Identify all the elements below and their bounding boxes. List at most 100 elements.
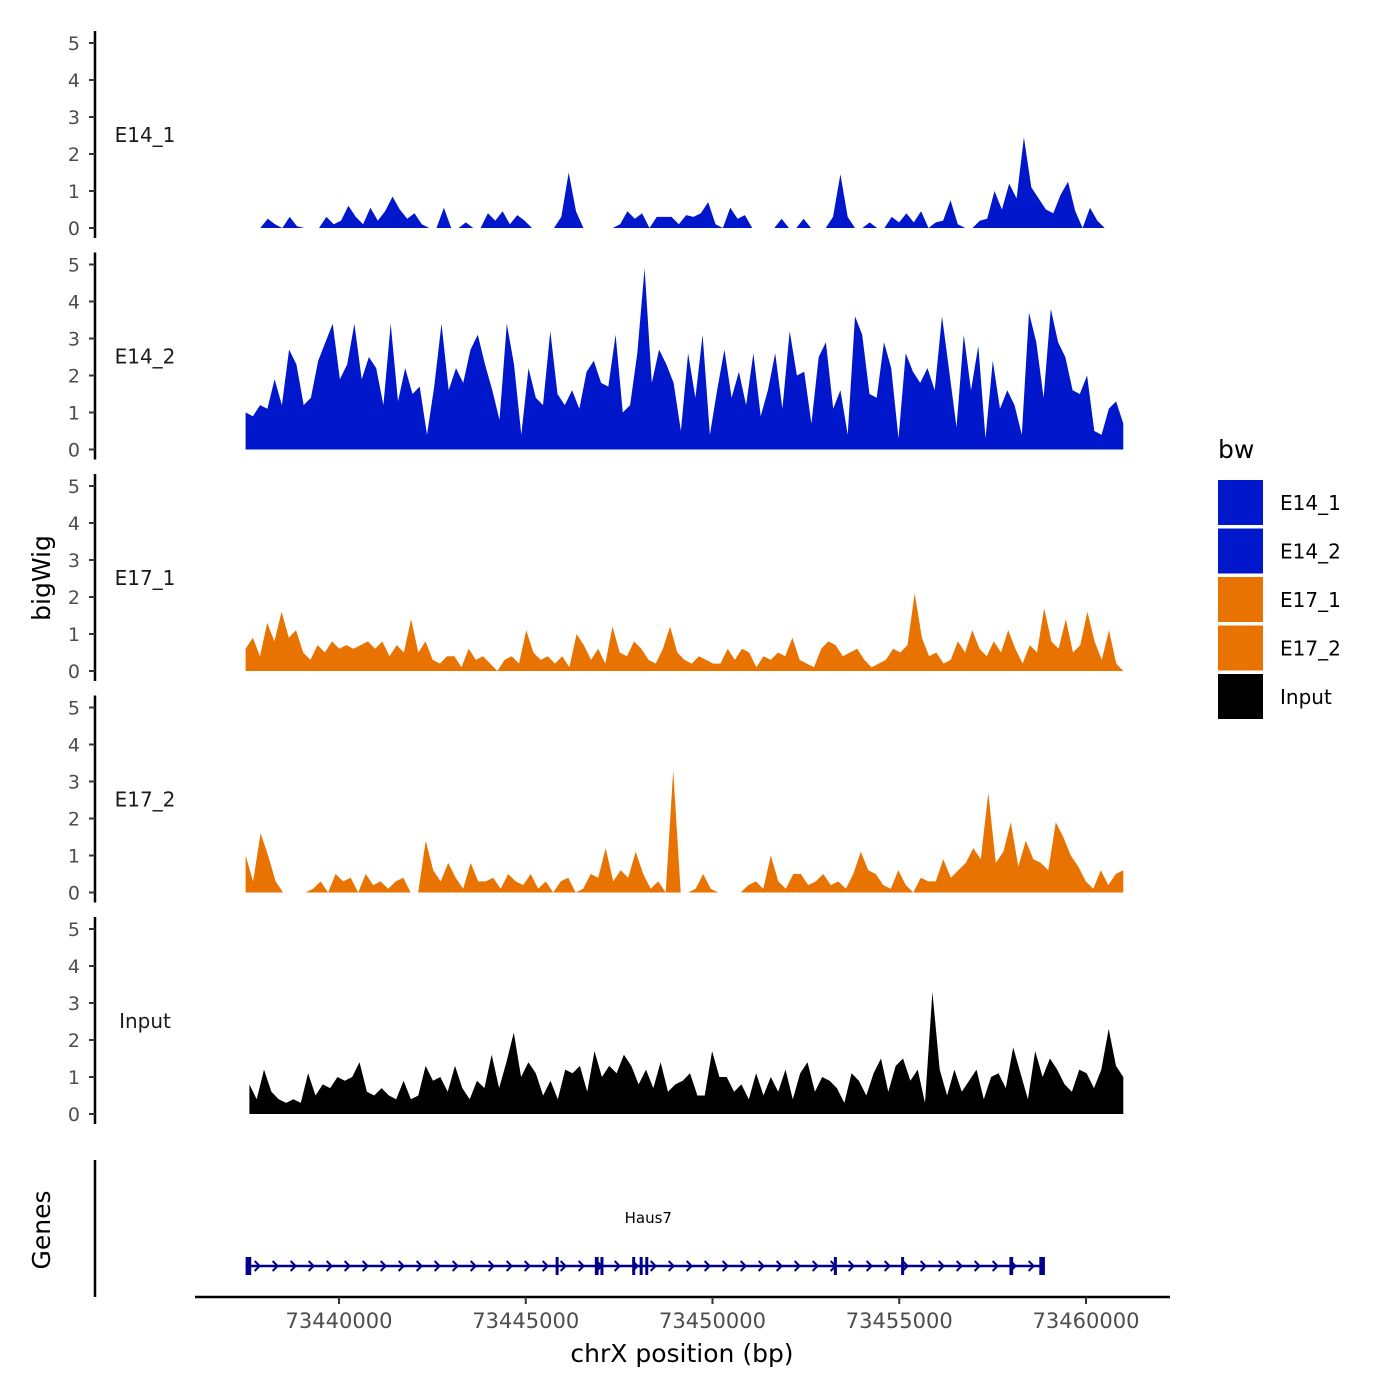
signal-area-E17_2 <box>245 770 1124 893</box>
x-tick-label: 73440000 <box>286 1309 393 1333</box>
track-label: E14_1 <box>115 123 176 147</box>
strand-arrow <box>937 1260 946 1272</box>
y-tick-label: 3 <box>68 550 80 572</box>
gene-panel: Haus7 <box>93 1160 1045 1297</box>
strand-arrow <box>325 1260 334 1272</box>
exon <box>639 1257 643 1275</box>
strand-arrow <box>451 1260 460 1272</box>
y-tick-label: 2 <box>68 587 80 609</box>
strand-arrow <box>883 1260 892 1272</box>
y-tick-label: 3 <box>68 107 80 129</box>
strand-arrow <box>685 1260 694 1272</box>
exon <box>245 1257 252 1275</box>
strand-arrow <box>505 1260 514 1272</box>
y-tick-label: 1 <box>68 403 80 425</box>
strand-arrow <box>433 1260 442 1272</box>
y-tick-label: 0 <box>68 218 80 240</box>
y-tick-label: 1 <box>68 1067 80 1089</box>
strand-arrow <box>559 1260 568 1272</box>
y-tick-label: 3 <box>68 772 80 794</box>
strand-arrow <box>289 1260 298 1272</box>
y-tick-label: 4 <box>68 956 80 978</box>
strand-arrow <box>379 1260 388 1272</box>
strand-arrow <box>757 1260 766 1272</box>
strand-arrow <box>415 1260 424 1272</box>
strand-arrow <box>307 1260 316 1272</box>
y-tick-label: 0 <box>68 1104 80 1126</box>
signal-area-E14_1 <box>245 137 1105 228</box>
exon <box>1039 1257 1045 1275</box>
legend-label-E17_2: E17_2 <box>1280 637 1341 661</box>
track-Input: 0 1 2 3 4 5 Input <box>68 917 1124 1126</box>
strand-arrow <box>1027 1260 1036 1272</box>
track-label: E14_2 <box>115 345 176 369</box>
y-tick-label: 4 <box>68 735 80 757</box>
y-tick-label: 3 <box>68 329 80 351</box>
y-tick-label: 1 <box>68 624 80 646</box>
y-tick-label: 2 <box>68 144 80 166</box>
strand-arrow <box>613 1260 622 1272</box>
track-label: Input <box>119 1009 171 1033</box>
strand-arrow <box>973 1260 982 1272</box>
strand-arrow <box>577 1260 586 1272</box>
legend-label-E17_1: E17_1 <box>1280 588 1341 612</box>
track-E14_2: 0 1 2 3 4 5 E14_2 <box>68 252 1124 462</box>
y-tick-label: 0 <box>68 661 80 683</box>
legend-key-Input <box>1218 674 1263 719</box>
gene-Haus7: Haus7 <box>245 1209 1045 1275</box>
y-tick-label: 5 <box>68 255 80 277</box>
x-tick-label: 73460000 <box>1033 1309 1140 1333</box>
y-tick-label: 1 <box>68 181 80 203</box>
track-E14_1: 0 1 2 3 4 5 E14_1 <box>68 31 1105 240</box>
strand-arrow <box>901 1260 910 1272</box>
signal-area-Input <box>249 991 1124 1114</box>
y-tick-label: 5 <box>68 919 80 941</box>
strand-arrow <box>541 1260 550 1272</box>
strand-arrow <box>847 1260 856 1272</box>
y-tick-label: 0 <box>68 440 80 462</box>
gene-name-label: Haus7 <box>625 1209 672 1227</box>
strand-arrow <box>811 1260 820 1272</box>
x-tick-label: 73455000 <box>846 1309 953 1333</box>
exon <box>645 1257 649 1275</box>
strand-arrow <box>649 1260 658 1272</box>
exon <box>594 1257 599 1275</box>
y-tick-label: 2 <box>68 809 80 831</box>
y-tick-label: 5 <box>68 698 80 720</box>
track-E17_2: 0 1 2 3 4 5 E17_2 <box>68 695 1124 905</box>
strand-arrow <box>721 1260 730 1272</box>
y-tick-label: 4 <box>68 513 80 535</box>
strand-arrow <box>253 1260 262 1272</box>
strand-arrow <box>775 1260 784 1272</box>
y-axis-title: bigWig <box>27 535 56 621</box>
strand-arrow <box>703 1260 712 1272</box>
strand-arrow <box>469 1260 478 1272</box>
legend-label-Input: Input <box>1280 685 1332 709</box>
y-tick-label: 4 <box>68 292 80 314</box>
strand-arrow <box>397 1260 406 1272</box>
track-label: E17_1 <box>115 566 176 590</box>
exon <box>600 1257 604 1275</box>
y-tick-label: 5 <box>68 476 80 498</box>
exon <box>833 1257 837 1275</box>
genes-axis-title: Genes <box>27 1190 56 1269</box>
strand-arrow <box>865 1260 874 1272</box>
track-E17_1: 0 1 2 3 4 5 E17_1 <box>68 474 1124 683</box>
strand-arrow <box>919 1260 928 1272</box>
legend-key-E14_2 <box>1218 528 1263 574</box>
y-tick-label: 2 <box>68 1030 80 1052</box>
exon <box>632 1257 636 1275</box>
x-tick-label: 73445000 <box>472 1309 579 1333</box>
y-tick-label: 4 <box>68 70 80 92</box>
strand-arrow <box>343 1260 352 1272</box>
legend-label-E14_2: E14_2 <box>1280 540 1341 564</box>
y-tick-label: 1 <box>68 846 80 868</box>
signal-area-E17_1 <box>245 593 1124 671</box>
y-tick-label: 2 <box>68 366 80 388</box>
strand-arrow <box>523 1260 532 1272</box>
signal-tracks: 0 1 2 3 4 5 E14_1 0 1 2 3 4 5 E14_2 0 1 2 3 4 5 E17_1 0 1 2 3 4 5 E… <box>68 31 1124 1126</box>
x-axis-title: chrX position (bp) <box>570 1339 793 1368</box>
legend: bw E14_1 E14_2 E17_1 E17_2 Input <box>1218 435 1341 719</box>
track-label: E17_2 <box>115 788 176 812</box>
